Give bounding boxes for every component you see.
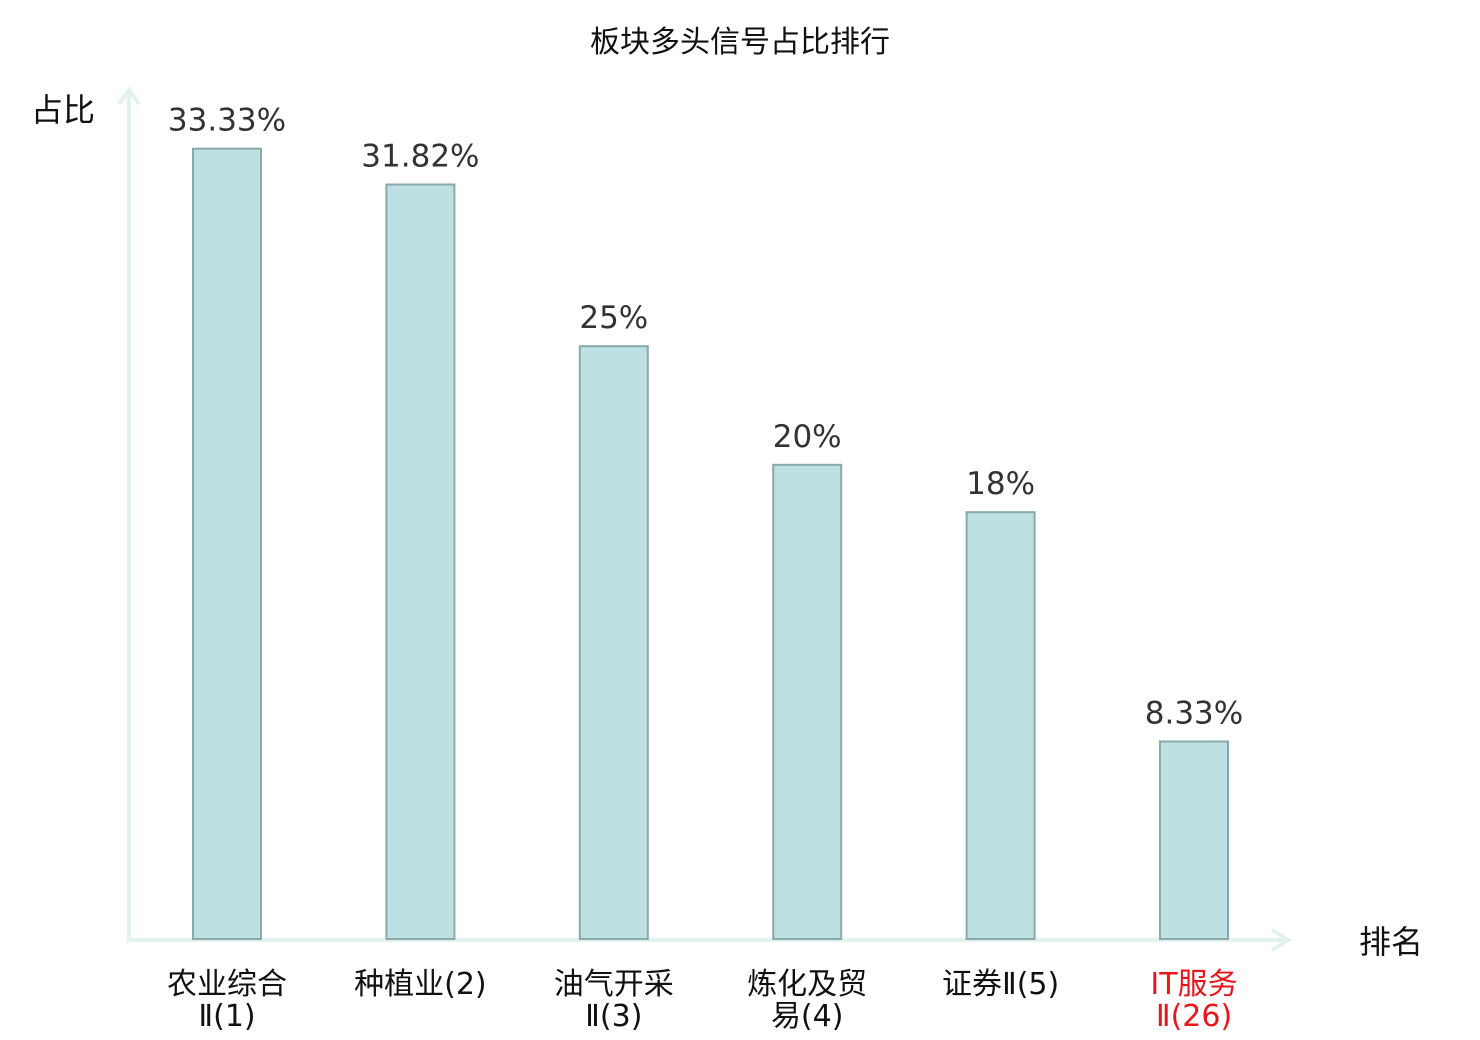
x-tick-label: IT服务 [1150,967,1237,1002]
bar [965,511,1036,940]
value-labels-group: 33.33% 31.82% 25% 20% 18% 8.33% [168,103,1243,732]
x-tick-label: Ⅱ(3) [585,999,642,1034]
y-axis-title: 占比 [31,91,95,129]
x-tick-label: 农业综合 [167,967,287,1002]
x-tick-label: 炼化及贸 [747,967,867,1002]
x-axis-title: 排名 [1359,923,1423,961]
x-axis [127,928,1292,952]
bar-value-label: 20% [773,419,842,455]
bar [385,183,456,940]
bar [192,147,262,940]
chart-title: 板块多头信号占比排行 [590,25,890,60]
bar-value-label: 8.33% [1145,696,1243,732]
bar-value-label: 25% [579,300,648,336]
x-tick-label: 油气开采 [554,967,674,1002]
x-tick-label: 证券Ⅱ(5) [942,967,1059,1002]
bar [1159,740,1229,940]
bars-group [192,147,1229,940]
x-tick-label: Ⅱ(1) [198,999,255,1034]
bar-value-label: 18% [966,466,1035,502]
bar [578,345,649,940]
x-tick-label: 易(4) [771,999,844,1034]
bar-value-label: 33.33% [168,103,286,139]
x-tick-label: 种植业(2) [354,967,487,1002]
x-tick-label: Ⅱ(26) [1156,999,1232,1034]
bar [772,463,843,940]
bar-value-label: 31.82% [361,139,479,175]
y-axis [117,86,141,940]
